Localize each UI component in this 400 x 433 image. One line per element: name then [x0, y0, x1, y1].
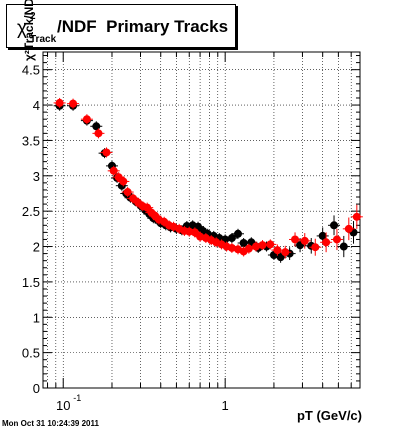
- y-tick-label: 0.5: [22, 346, 40, 361]
- y-axis-label-text: χ²Track/NDF: [22, 0, 36, 61]
- title-chi-symbol: χ: [17, 18, 27, 39]
- data-point: [344, 224, 353, 233]
- data-point: [92, 122, 101, 131]
- data-point: [119, 177, 128, 186]
- data-point: [318, 231, 327, 240]
- data-point: [123, 188, 132, 197]
- timestamp-footer: Mon Oct 31 10:24:39 2011: [2, 419, 99, 428]
- data-point: [227, 243, 236, 252]
- data-point: [352, 212, 361, 221]
- y-tick-label: 2: [33, 240, 40, 255]
- data-point: [244, 244, 253, 253]
- data-point: [339, 242, 348, 251]
- data-point: [332, 235, 341, 244]
- data-point: [227, 234, 236, 243]
- y-tick-label: 3: [33, 169, 40, 184]
- data-point: [281, 248, 290, 257]
- title-superscript: 2: [30, 11, 36, 22]
- data-point: [291, 235, 300, 244]
- y-tick-label: 1: [33, 310, 40, 325]
- data-point: [252, 242, 261, 251]
- data-point: [322, 238, 331, 247]
- data-point: [266, 240, 275, 249]
- data-point: [109, 166, 118, 175]
- data-point: [311, 243, 320, 252]
- data-point: [330, 221, 339, 230]
- data-point: [94, 129, 103, 138]
- title-subscript: Track: [30, 34, 57, 45]
- plot-frame: [42, 51, 361, 389]
- data-point: [69, 99, 78, 108]
- data-point: [55, 98, 64, 107]
- y-tick-label: 0: [33, 381, 40, 396]
- y-tick-label: 3.5: [22, 133, 40, 148]
- data-point: [234, 229, 243, 238]
- x-tick-label: 10: [56, 398, 70, 413]
- y-tick-label: 2.5: [22, 204, 40, 219]
- data-point: [102, 148, 111, 157]
- y-axis-label: χ²Track/NDF: [0, 0, 36, 145]
- data-point: [273, 246, 282, 255]
- chart-title: χ 2 Track /NDF Primary Tracks: [6, 4, 236, 48]
- x-axis-label: pT (GeV/c): [296, 408, 362, 423]
- y-tick-label: 4.5: [22, 63, 40, 78]
- x-tick-label-exponent: -1: [73, 393, 81, 403]
- x-tick-label: 1: [222, 398, 229, 413]
- y-tick-label: 1.5: [22, 275, 40, 290]
- y-tick-label: 4: [33, 98, 40, 113]
- data-point: [300, 236, 309, 245]
- data-point: [258, 241, 267, 250]
- data-point: [82, 115, 91, 124]
- data-point: [239, 238, 248, 247]
- title-text: /NDF Primary Tracks: [57, 17, 229, 36]
